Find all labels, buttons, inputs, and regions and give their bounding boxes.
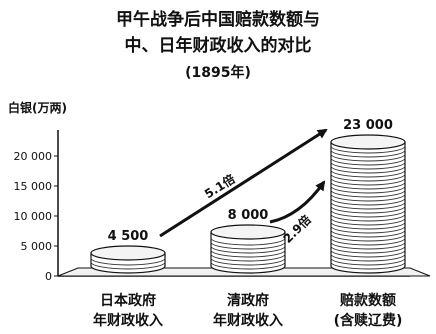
bar-indemnity <box>330 134 406 274</box>
comparison-arrow-qing <box>269 180 326 224</box>
y-tick-label: 20 000 <box>14 150 53 163</box>
y-axis-ticks: 0 5 000 10 000 15 000 20 000 <box>14 150 58 283</box>
category-label-indemnity-line1: 赔款数额 <box>339 292 396 309</box>
y-tick-label: 5 000 <box>21 240 53 253</box>
chart-title-year: (1895年) <box>185 64 251 81</box>
bar-qing <box>210 224 286 274</box>
category-label-japan-line2: 年财政收入 <box>93 312 163 329</box>
value-label-qing: 8 000 <box>228 208 269 223</box>
y-tick-label: 0 <box>45 270 52 283</box>
y-tick-label: 15 000 <box>14 180 53 193</box>
comparison-arrow-japan <box>159 128 328 238</box>
category-label-japan-line1: 日本政府 <box>100 292 156 309</box>
category-label-qing-line1: 清政府 <box>227 292 269 309</box>
value-label-indemnity: 23 000 <box>343 118 393 133</box>
value-label-japan: 4 500 <box>108 229 149 244</box>
y-tick-label: 10 000 <box>14 210 53 223</box>
category-label-indemnity-line2: (含赎辽费) <box>334 312 403 329</box>
category-label-qing-line2: 年财政收入 <box>213 312 283 329</box>
bars-group <box>90 134 406 274</box>
chart-title-line1: 甲午战争后中国赔款数额与 <box>116 9 320 30</box>
chart-title-line2: 中、日年财政收入的对比 <box>125 35 312 56</box>
y-axis-label: 白银(万两) <box>8 100 67 115</box>
bar-japan <box>90 245 166 274</box>
